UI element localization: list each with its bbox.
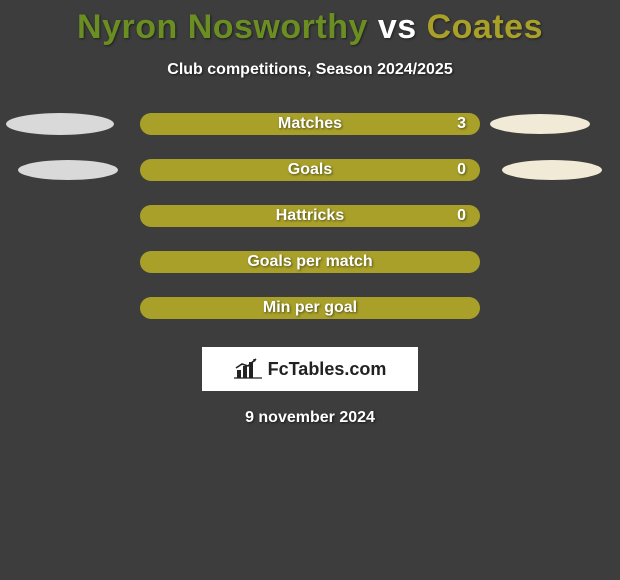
stat-bar: Min per goal [140, 297, 480, 319]
stat-value: 0 [457, 207, 466, 225]
player2-name: Coates [427, 8, 543, 46]
stat-row: Hattricks 0 [0, 205, 620, 227]
stat-bar: Goals 0 [140, 159, 480, 181]
page-title: Nyron Nosworthy vs Coates [77, 8, 543, 47]
stat-value: 0 [457, 161, 466, 179]
stat-label: Matches [278, 115, 342, 133]
logo-text: FcTables.com [268, 359, 387, 380]
player1-marker [6, 113, 114, 135]
stats-rows: Matches 3 Goals 0 Hattricks 0 Goals per match M… [0, 113, 620, 319]
date-label: 9 november 2024 [245, 409, 375, 427]
player2-marker [502, 160, 602, 180]
stat-row: Goals 0 [0, 159, 620, 181]
player1-marker [18, 160, 118, 180]
vs-label: vs [378, 8, 417, 46]
stat-row: Matches 3 [0, 113, 620, 135]
comparison-card: Nyron Nosworthy vs Coates Club competiti… [0, 0, 620, 427]
stat-label: Min per goal [263, 299, 357, 317]
stat-value: 3 [457, 115, 466, 133]
logo-box[interactable]: FcTables.com [202, 347, 418, 391]
player1-name: Nyron Nosworthy [77, 8, 368, 46]
stat-label: Goals per match [247, 253, 372, 271]
player2-marker [490, 114, 590, 134]
stat-label: Goals [288, 161, 332, 179]
stat-bar: Matches 3 [140, 113, 480, 135]
stat-row: Min per goal [0, 297, 620, 319]
stat-label: Hattricks [276, 207, 344, 225]
stat-bar: Hattricks 0 [140, 205, 480, 227]
stat-bar: Goals per match [140, 251, 480, 273]
subtitle: Club competitions, Season 2024/2025 [167, 61, 452, 79]
chart-icon [234, 358, 262, 380]
stat-row: Goals per match [0, 251, 620, 273]
